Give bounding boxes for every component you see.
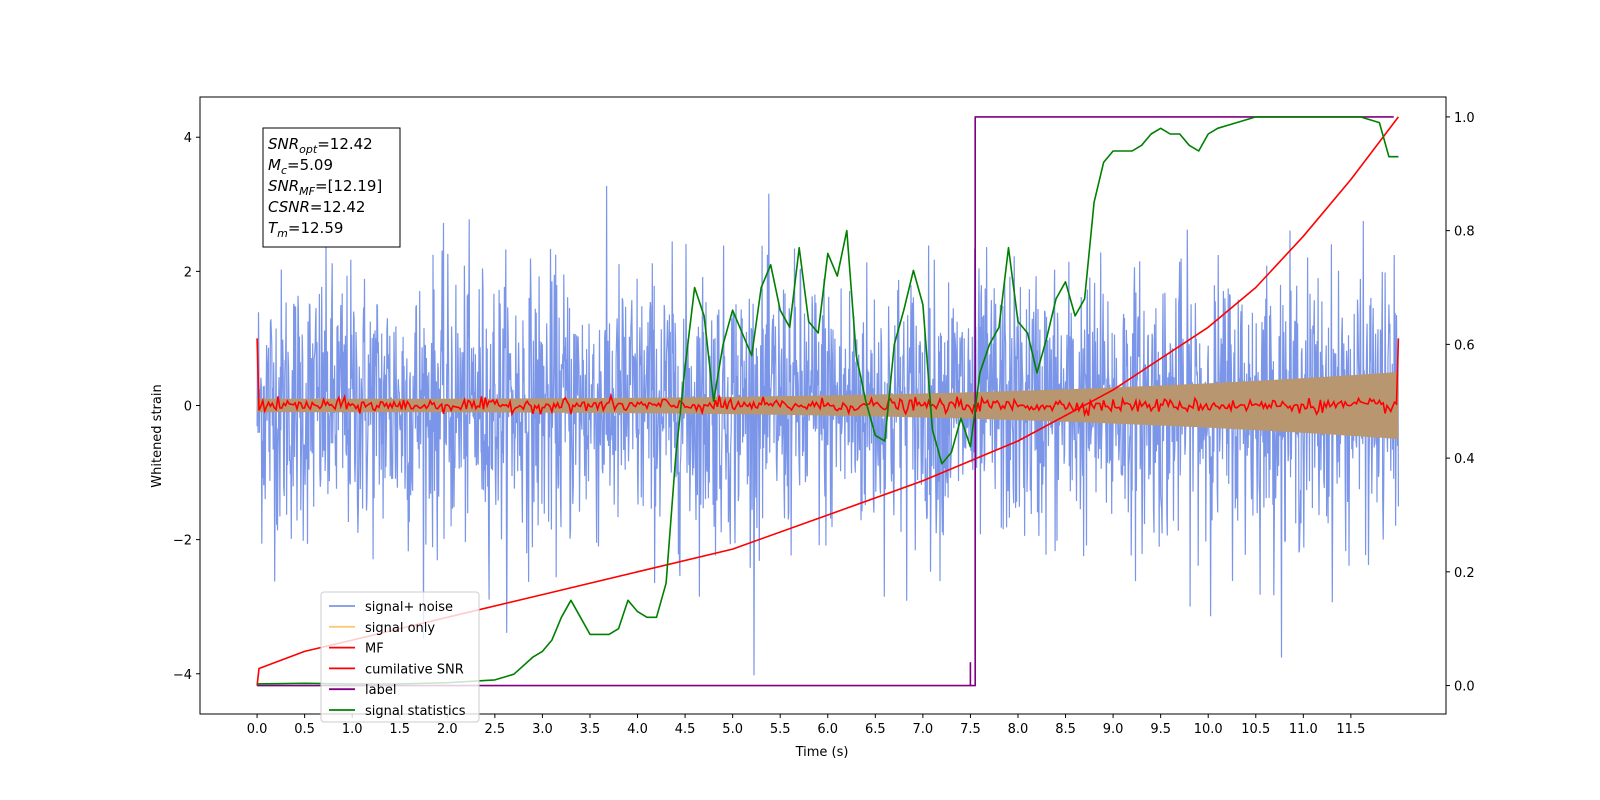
series-label — [257, 116, 1394, 687]
x-tick-label: 5.0 — [722, 722, 743, 737]
x-axis-label: Time (s) — [795, 745, 849, 760]
legend: signal+ noise signal only MF cumilative SNR… — [320, 591, 480, 723]
info-symbol: SNR — [268, 135, 299, 153]
info-subscript: opt — [299, 143, 318, 156]
info-symbol: M — [268, 156, 281, 174]
x-tick-label: 0.0 — [247, 722, 268, 737]
info-line: SNRopt=12.42 — [268, 135, 373, 156]
info-box: SNRopt=12.42Mc=5.09SNRMF=[12.19]CSNR=12.… — [262, 127, 401, 248]
x-tick-label: 5.5 — [770, 722, 791, 737]
info-symbol: SNR — [268, 177, 299, 195]
info-subscript: m — [277, 227, 288, 240]
x-tick-label: 2.0 — [437, 722, 458, 737]
x-tick-label: 1.0 — [342, 722, 363, 737]
right-y-tick-label: 0.8 — [1454, 225, 1475, 240]
x-tick-label: 11.5 — [1336, 722, 1365, 737]
left-y-axis-ticks: −4 −2 0 2 4 — [173, 131, 200, 683]
x-tick-label: 4.5 — [675, 722, 696, 737]
x-tick-label: 0.5 — [294, 722, 315, 737]
x-axis-ticks: 0.0 0.5 1.0 1.5 2.0 2.5 3.0 3.5 4.0 4.5 5.0 5.5 6.0 6… — [247, 714, 1365, 737]
x-tick-label: 9.5 — [1150, 722, 1171, 737]
left-y-tick-label: 0 — [184, 400, 192, 415]
right-y-tick-label: 1.0 — [1454, 111, 1475, 126]
series-signal-statistics — [257, 116, 1399, 685]
x-tick-label: 10.0 — [1194, 722, 1223, 737]
x-tick-label: 3.5 — [580, 722, 601, 737]
info-value: =12.42 — [317, 135, 373, 153]
info-line: Tm=12.59 — [268, 219, 343, 240]
legend-label-signal-statistics: signal statistics — [365, 704, 466, 719]
left-y-tick-label: 2 — [184, 265, 192, 280]
info-line: SNRMF=[12.19] — [268, 177, 382, 198]
x-tick-label: 2.5 — [485, 722, 506, 737]
legend-label-label: label — [365, 683, 396, 698]
x-tick-label: 7.0 — [913, 722, 934, 737]
series-mf — [256, 338, 1400, 418]
right-y-axis-ticks: 0.0 0.2 0.4 0.6 0.8 1.0 — [1446, 111, 1475, 695]
series-signal-only — [257, 372, 1399, 439]
x-tick-label: 11.0 — [1289, 722, 1318, 737]
info-line: CSNR=12.42 — [268, 198, 365, 216]
x-tick-label: 10.5 — [1241, 722, 1270, 737]
right-y-tick-label: 0.0 — [1454, 680, 1475, 695]
legend-label-cumilative-snr: cumilative SNR — [365, 662, 464, 677]
x-tick-label: 9.0 — [1103, 722, 1124, 737]
info-value: =5.09 — [287, 156, 333, 174]
legend-frame — [320, 591, 480, 723]
legend-label-signal-noise: signal+ noise — [365, 600, 453, 615]
x-tick-label: 8.5 — [1055, 722, 1076, 737]
info-subscript: MF — [299, 185, 315, 198]
info-value: =[12.19] — [315, 177, 382, 195]
info-symbol: CSNR — [268, 198, 310, 216]
info-value: =12.59 — [288, 219, 344, 237]
legend-label-signal-only: signal only — [365, 621, 435, 636]
info-symbol: T — [268, 219, 279, 237]
x-tick-label: 8.0 — [1008, 722, 1029, 737]
legend-label-mf: MF — [365, 642, 384, 657]
x-tick-label: 3.0 — [532, 722, 553, 737]
x-tick-label: 1.5 — [389, 722, 410, 737]
left-y-tick-label: −2 — [173, 534, 192, 549]
info-value: =12.42 — [310, 198, 366, 216]
left-y-axis-label: Whitened strain — [150, 384, 165, 487]
info-box-frame — [262, 127, 401, 248]
info-subscript: c — [281, 164, 287, 177]
left-y-tick-label: −4 — [173, 668, 192, 683]
left-y-tick-label: 4 — [184, 131, 192, 146]
x-tick-label: 6.0 — [817, 722, 838, 737]
x-tick-label: 6.5 — [865, 722, 886, 737]
right-y-tick-label: 0.2 — [1454, 566, 1475, 581]
x-tick-label: 4.0 — [627, 722, 648, 737]
info-line: Mc=5.09 — [268, 156, 333, 177]
x-tick-label: 7.5 — [960, 722, 981, 737]
right-y-tick-label: 0.4 — [1454, 452, 1475, 467]
right-y-tick-label: 0.6 — [1454, 338, 1475, 353]
